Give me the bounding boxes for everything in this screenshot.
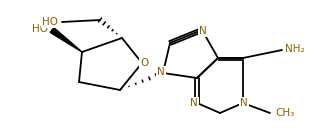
Text: HO: HO <box>32 24 48 34</box>
Text: N: N <box>190 98 198 108</box>
Text: HO: HO <box>42 17 58 27</box>
Text: NH₂: NH₂ <box>285 44 305 54</box>
Text: N: N <box>157 67 165 77</box>
Polygon shape <box>50 28 82 52</box>
Text: N: N <box>240 98 248 108</box>
Text: O: O <box>140 58 148 68</box>
Text: N: N <box>199 26 207 36</box>
Text: CH₃: CH₃ <box>275 108 294 118</box>
